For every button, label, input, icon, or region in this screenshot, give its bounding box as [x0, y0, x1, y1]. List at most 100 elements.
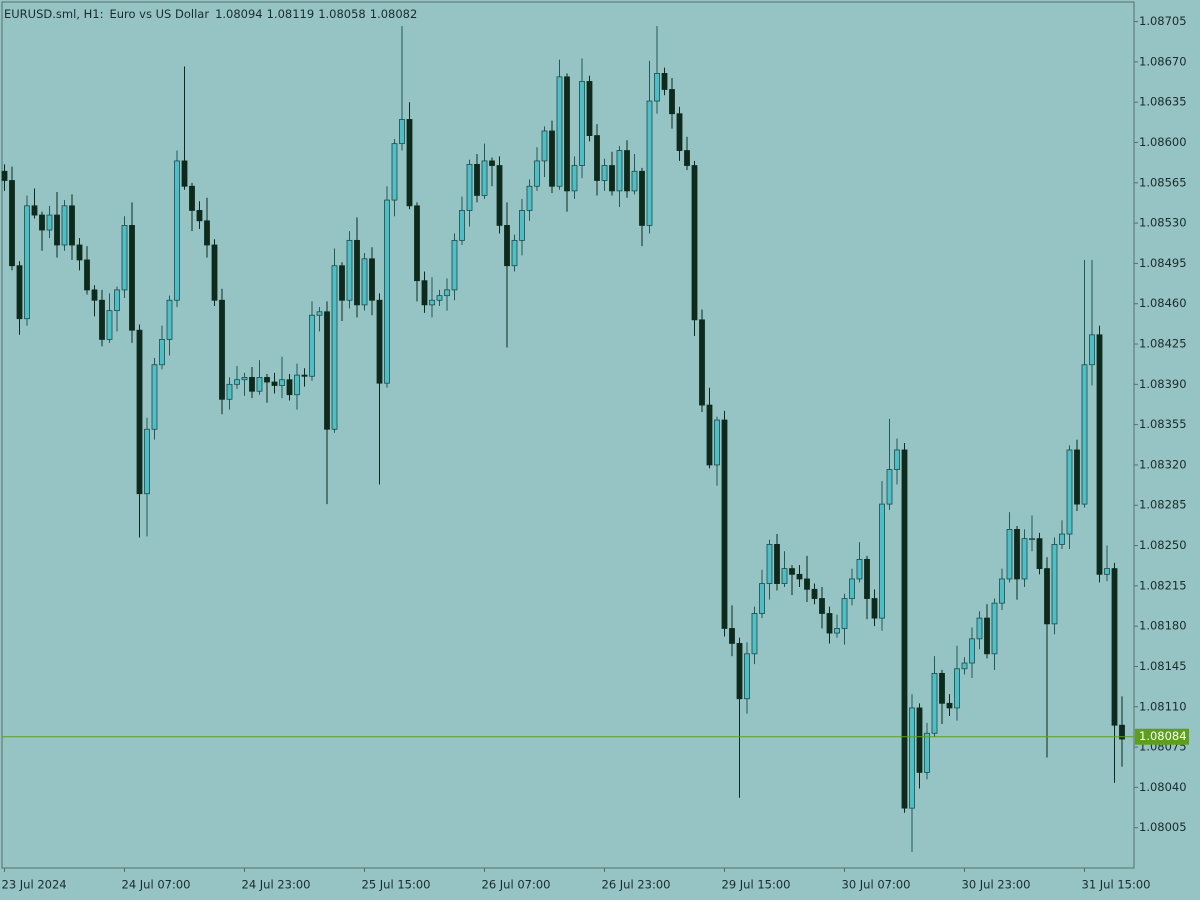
candle-body — [504, 225, 510, 267]
candle-body — [999, 578, 1005, 604]
y-tick-label: 1.08145 — [1139, 659, 1187, 673]
header-open: 1.08094 — [215, 7, 263, 21]
candle-body — [39, 214, 45, 231]
candle-body — [181, 160, 188, 187]
candle-body — [1074, 449, 1080, 505]
candle-body — [286, 379, 293, 396]
x-tick-label: 25 Jul 15:00 — [362, 878, 431, 892]
x-tick-label: 24 Jul 07:00 — [122, 878, 191, 892]
candle-body — [271, 381, 278, 386]
x-tick-label: 24 Jul 23:00 — [242, 878, 311, 892]
candle-body — [429, 299, 435, 306]
candle-body — [459, 210, 465, 241]
x-tick-label: 26 Jul 07:00 — [482, 878, 551, 892]
y-tick-label: 1.08705 — [1139, 14, 1187, 28]
candle-body — [781, 568, 788, 584]
candle-body — [76, 244, 83, 261]
candle-body — [826, 613, 833, 634]
candle-body — [474, 163, 480, 196]
candle-body — [84, 259, 90, 291]
candle-body — [1014, 529, 1020, 580]
candle-body — [406, 119, 413, 207]
candle-body — [1066, 449, 1073, 535]
candle-body — [954, 668, 960, 709]
candle-body — [729, 628, 735, 644]
candle-body — [346, 239, 353, 301]
candle-body — [706, 404, 713, 466]
candle-body — [661, 72, 668, 90]
candle-body — [279, 379, 285, 386]
candle-body — [1081, 364, 1088, 505]
candle-body — [46, 214, 53, 231]
candle-body — [616, 150, 623, 192]
candle-body — [931, 672, 938, 734]
candle-body — [1021, 538, 1028, 580]
candle-body — [241, 377, 248, 381]
candle-body — [309, 314, 315, 377]
header-high: 1.08119 — [267, 7, 315, 21]
candle-body — [1051, 544, 1058, 625]
candle-body — [579, 81, 585, 166]
candle-body — [924, 732, 930, 773]
y-tick-label: 1.08285 — [1139, 498, 1187, 512]
candle-body — [496, 165, 503, 226]
header-low: 1.08058 — [318, 7, 366, 21]
candle-body — [331, 265, 338, 430]
candle-body — [1059, 533, 1065, 545]
header-close: 1.08082 — [370, 7, 418, 21]
candle-body — [901, 449, 908, 809]
candle-body — [129, 225, 135, 331]
candle-body — [984, 617, 990, 655]
candle-body — [549, 130, 555, 187]
y-tick-label: 1.08670 — [1139, 54, 1187, 68]
candle-body — [481, 160, 488, 196]
candle-body — [54, 214, 60, 246]
candle-body — [159, 339, 165, 366]
candle-body — [774, 544, 780, 584]
candle-body — [556, 76, 563, 187]
candle-body — [196, 210, 203, 222]
candle-body — [384, 199, 390, 384]
candle-body — [9, 180, 15, 267]
candle-body — [789, 568, 795, 575]
y-tick-label: 1.08005 — [1139, 820, 1187, 834]
candle-body — [399, 119, 405, 145]
candle-body — [376, 299, 383, 384]
x-tick-label: 23 Jul 2024 — [2, 878, 67, 892]
candle-body — [444, 289, 450, 297]
y-tick-label: 1.08565 — [1139, 175, 1187, 189]
candle-body — [189, 185, 195, 211]
candle-body — [684, 150, 690, 166]
candle-body — [369, 258, 375, 301]
candle-body — [69, 205, 75, 246]
candle-body — [879, 503, 885, 619]
candle-body — [834, 628, 840, 634]
candle-body — [421, 280, 428, 306]
y-tick-label: 1.08040 — [1139, 780, 1187, 794]
candle-body — [894, 449, 900, 470]
plot-frame — [1, 1, 1135, 869]
candle-body — [391, 143, 398, 201]
candle-body — [699, 319, 705, 406]
candle-body — [1096, 334, 1103, 575]
candle-body — [886, 469, 893, 505]
candle-body — [354, 239, 360, 306]
candle-body — [1036, 538, 1043, 569]
candle-body — [294, 374, 300, 396]
candle-body — [871, 598, 878, 619]
y-tick-label: 1.08390 — [1139, 377, 1187, 391]
candle-body — [976, 617, 983, 640]
candle-body — [744, 653, 750, 700]
candle-body — [151, 364, 158, 430]
candle-body — [361, 258, 368, 306]
candle-body — [61, 205, 68, 246]
candle-body — [166, 299, 173, 340]
candle-body — [669, 89, 675, 115]
candle-body — [316, 311, 323, 316]
candle-body — [766, 544, 773, 584]
candle-body — [1119, 724, 1125, 740]
candle-body — [1044, 568, 1050, 625]
candle-body — [219, 299, 225, 400]
candle-body — [624, 150, 630, 192]
